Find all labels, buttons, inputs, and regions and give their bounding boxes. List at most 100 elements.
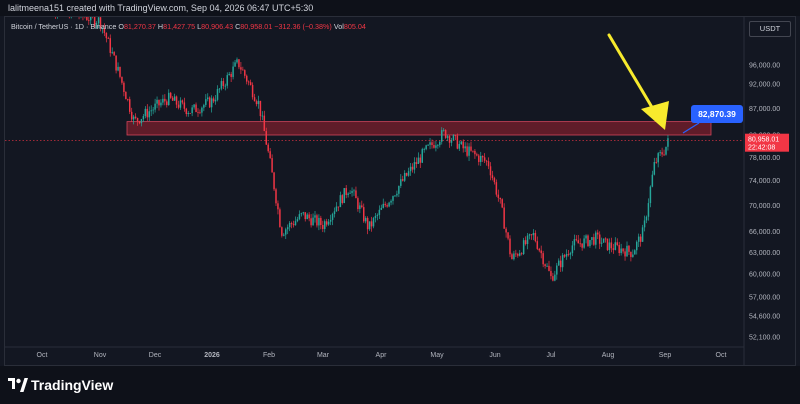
- candle-body: [366, 217, 369, 230]
- candle-body: [388, 202, 390, 207]
- candle: [160, 99, 162, 108]
- candle-body: [249, 82, 252, 85]
- candle: [224, 83, 227, 91]
- candle: [448, 134, 451, 148]
- high-label: H: [157, 22, 164, 31]
- candle-body: [632, 254, 634, 257]
- candle-body: [495, 182, 498, 195]
- candle-body: [374, 215, 377, 219]
- candle-body: [288, 223, 291, 228]
- candle: [444, 129, 447, 139]
- candle: [55, 17, 57, 19]
- candle-body: [437, 145, 439, 146]
- candle-body: [520, 253, 523, 255]
- footer-bar: TradingView: [0, 366, 800, 404]
- candle-body: [612, 248, 615, 250]
- currency-selector[interactable]: USDT: [749, 21, 791, 37]
- candle: [214, 94, 217, 105]
- candle: [600, 237, 603, 247]
- candle-body: [400, 179, 402, 186]
- candle-body: [226, 75, 228, 86]
- candle-body: [454, 135, 457, 137]
- candle: [639, 234, 642, 247]
- candle-body: [554, 274, 556, 281]
- candle-body: [105, 32, 108, 39]
- candle: [247, 80, 250, 86]
- chart-frame[interactable]: 96,000.0092,000.0087,000.0082,000.0078,0…: [4, 16, 796, 366]
- candle: [123, 81, 125, 97]
- candle: [417, 152, 420, 165]
- candle: [113, 51, 115, 56]
- candle: [405, 172, 408, 177]
- price-tick-label: 63,000.00: [749, 250, 780, 257]
- price-chart[interactable]: 96,000.0092,000.0087,000.0082,000.0078,0…: [5, 17, 795, 365]
- low-value: 80,906.43: [201, 22, 234, 31]
- candle: [218, 87, 221, 93]
- candle-body: [524, 240, 527, 245]
- candle-body: [585, 235, 587, 239]
- candle: [558, 258, 560, 266]
- candle: [620, 243, 622, 256]
- candle: [655, 157, 657, 164]
- candle: [318, 214, 320, 231]
- candle: [138, 120, 141, 125]
- candle-body: [134, 116, 137, 118]
- candle: [246, 74, 248, 85]
- candle: [470, 141, 472, 152]
- candle: [587, 234, 589, 247]
- candle-body: [285, 229, 287, 235]
- candle-body: [296, 219, 299, 222]
- candle-body: [232, 66, 234, 77]
- price-tick-label: 96,000.00: [749, 62, 780, 69]
- candle: [134, 113, 137, 120]
- candle: [567, 250, 570, 257]
- candle: [228, 71, 230, 76]
- candle: [495, 179, 498, 197]
- candle: [614, 237, 617, 251]
- candle-body: [290, 223, 293, 225]
- candle: [476, 152, 478, 157]
- candle-body: [265, 131, 267, 145]
- candle-body: [310, 218, 312, 226]
- candle: [544, 263, 546, 269]
- candle: [647, 198, 650, 221]
- candle-body: [390, 200, 392, 203]
- candle-body: [497, 194, 500, 198]
- candle: [175, 95, 178, 109]
- candle-body: [480, 156, 482, 162]
- close-label: C: [235, 22, 241, 31]
- candle: [571, 241, 574, 257]
- candle: [306, 212, 308, 220]
- candle: [392, 195, 394, 205]
- candle: [164, 94, 166, 106]
- candle: [173, 93, 176, 101]
- candle: [452, 134, 455, 141]
- candle-body: [222, 81, 225, 86]
- candle: [92, 17, 94, 19]
- candle: [127, 98, 129, 102]
- candle: [187, 110, 189, 117]
- candle: [653, 157, 656, 176]
- candle-body: [509, 238, 511, 255]
- candle: [179, 97, 182, 110]
- candle-body: [331, 214, 334, 220]
- candle: [349, 190, 351, 194]
- candle: [661, 147, 663, 158]
- candle-body: [519, 253, 521, 256]
- candle-body: [655, 162, 657, 163]
- candle: [515, 249, 517, 257]
- candle-body: [132, 116, 135, 120]
- candle: [203, 103, 205, 112]
- candle: [536, 236, 539, 251]
- candle: [146, 104, 149, 121]
- candle-body: [462, 141, 464, 149]
- candle-body: [653, 162, 656, 175]
- time-tick-label: Jul: [547, 352, 556, 359]
- candle-body: [378, 209, 381, 215]
- candle: [552, 272, 554, 282]
- candle: [378, 205, 381, 219]
- candle: [244, 69, 246, 79]
- candle: [341, 194, 344, 205]
- candle-body: [136, 117, 139, 122]
- candle: [499, 197, 501, 204]
